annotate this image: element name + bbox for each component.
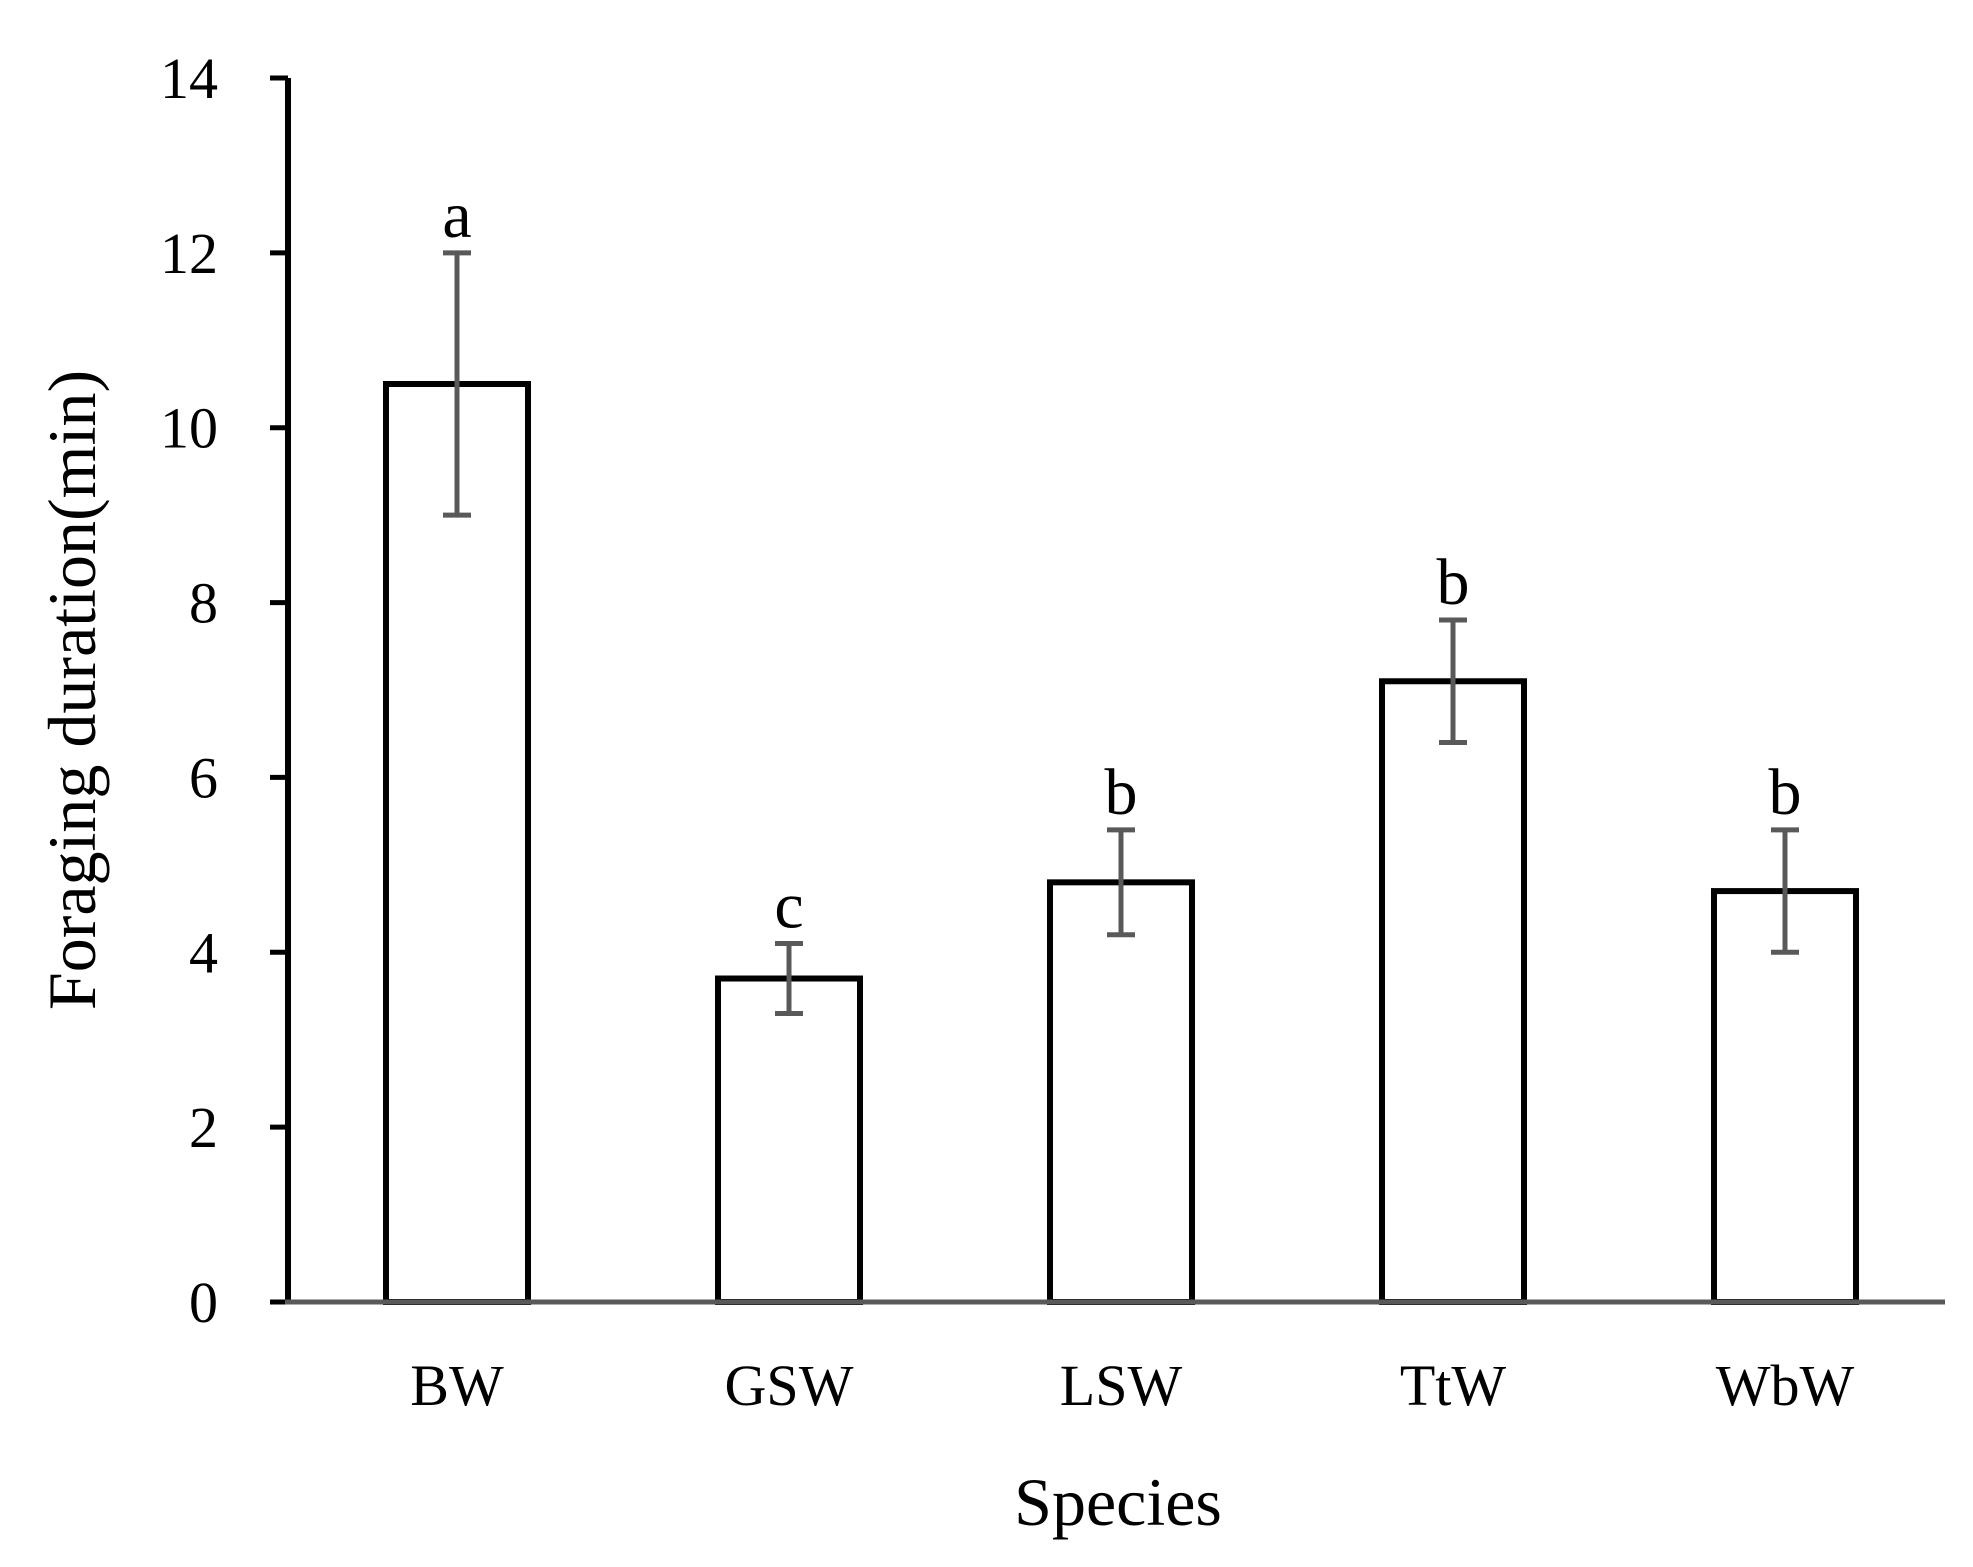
significance-letter: c <box>774 870 803 943</box>
y-tick-label: 10 <box>160 396 218 461</box>
significance-letter: b <box>1105 756 1138 829</box>
error-bars-group <box>443 250 1799 1016</box>
y-tick-label: 0 <box>189 1270 218 1335</box>
significance-letter: b <box>1769 756 1802 829</box>
bar-lsw <box>1047 879 1195 1305</box>
y-tick-label: 12 <box>160 221 218 286</box>
y-tick-label: 4 <box>189 920 218 985</box>
y-axis: 0 2 4 6 8 10 12 14 <box>160 46 291 1335</box>
x-tick-label: WbW <box>1716 1353 1855 1418</box>
bars-group <box>383 381 1859 1305</box>
x-tick-label: BW <box>410 1353 504 1418</box>
y-tick-label: 6 <box>189 745 218 810</box>
bar-bw <box>383 381 531 1305</box>
x-axis-title: Species <box>1014 1464 1222 1540</box>
x-tick-label: LSW <box>1060 1353 1183 1418</box>
x-tick-label: TtW <box>1400 1353 1507 1418</box>
y-tick-label: 8 <box>189 571 218 636</box>
significance-letters-group: a c b b b <box>442 179 1801 943</box>
x-tick-label: GSW <box>725 1353 854 1418</box>
x-axis: BW GSW LSW TtW WbW <box>285 1299 1945 1418</box>
bar-gsw <box>715 975 863 1305</box>
bar-ttw <box>1379 678 1527 1305</box>
significance-letter: a <box>442 179 471 252</box>
y-tick-label: 2 <box>189 1095 218 1160</box>
y-tick-label: 14 <box>160 46 218 111</box>
significance-letter: b <box>1437 546 1470 619</box>
y-axis-title: Foraging duration(min) <box>34 370 110 1010</box>
